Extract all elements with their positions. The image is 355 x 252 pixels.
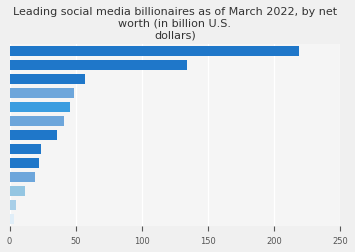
Bar <box>10 117 64 127</box>
Bar <box>10 173 35 182</box>
Bar <box>10 131 57 140</box>
Bar <box>10 145 41 154</box>
Bar <box>10 103 70 112</box>
Bar <box>10 186 26 196</box>
Bar <box>10 75 85 84</box>
Bar <box>10 201 16 210</box>
Bar <box>10 159 39 168</box>
Bar <box>10 89 74 99</box>
Bar <box>10 89 74 99</box>
Bar <box>10 173 35 182</box>
Bar <box>10 214 13 224</box>
Bar <box>10 186 26 196</box>
Bar <box>10 117 64 127</box>
Bar <box>10 47 299 57</box>
Bar <box>10 61 187 71</box>
Bar <box>10 214 13 224</box>
Title: Leading social media billionaires as of March 2022, by net worth (in billion U.S: Leading social media billionaires as of … <box>13 7 337 40</box>
